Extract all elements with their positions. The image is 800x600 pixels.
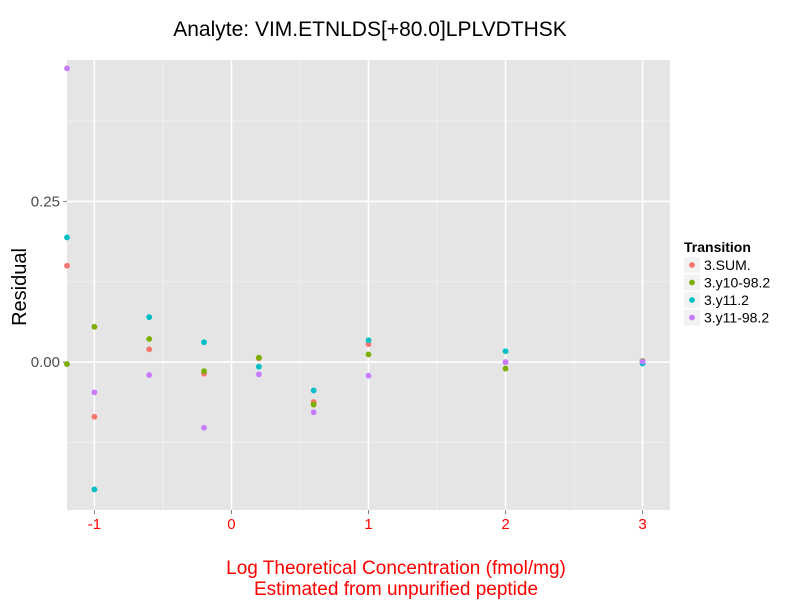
data-point: [64, 262, 70, 269]
data-point: [201, 339, 207, 346]
x-tick-label: 2: [501, 516, 509, 533]
data-point: [91, 323, 98, 330]
x-axis-title-line-2: Estimated from unpurified peptide: [254, 579, 538, 600]
data-point: [255, 371, 262, 378]
legend-label: 3.y10-98.2: [704, 275, 770, 291]
y-tick-label: 0.00: [31, 354, 60, 371]
legend-label: 3.SUM.: [704, 257, 751, 273]
data-point: [146, 372, 153, 378]
y-tick-label: 0.25: [31, 193, 60, 210]
data-point: [365, 351, 372, 358]
x-tick-label: 3: [638, 516, 646, 533]
data-point: [146, 346, 153, 353]
legend-label: 3.y11-98.2: [704, 310, 769, 326]
data-point: [639, 358, 646, 365]
data-point: [502, 359, 509, 366]
x-axis-title-line-1: Log Theoretical Concentration (fmol/mg): [226, 558, 566, 579]
legend-label: 3.y11.2: [704, 292, 749, 308]
data-point: [255, 354, 262, 361]
legend-key-dot: [689, 297, 695, 303]
legend-key-dot: [689, 262, 695, 268]
legend: Transition 3.SUM. 3.y10-98.23.y11.2 3.y11-…: [684, 239, 770, 326]
legend-key-dot: [689, 279, 695, 286]
data-point: [146, 336, 153, 342]
legend-key-dot: [689, 314, 695, 321]
major-gridlines: [67, 60, 670, 510]
data-point: [365, 337, 372, 344]
data-point: [91, 486, 98, 493]
data-point: [201, 368, 207, 375]
data-point: [64, 361, 70, 367]
data-point: [255, 363, 262, 370]
data-points: [64, 65, 646, 493]
data-point: [502, 348, 509, 355]
tick-labels: -1 0 1 2 3 0.00 0.25: [31, 193, 647, 533]
data-point: [91, 413, 98, 420]
data-point: [146, 314, 153, 321]
x-tick-label: 0: [227, 516, 235, 533]
data-point: [310, 409, 317, 416]
data-point: [365, 372, 372, 379]
x-tick-label: -1: [88, 516, 101, 533]
data-point: [310, 387, 317, 394]
data-point: [64, 234, 70, 241]
data-point: [502, 365, 509, 372]
x-tick-label: 1: [364, 516, 372, 533]
data-point: [310, 401, 317, 408]
chart-title: Analyte: VIM.ETNLDS[+80.0]LPLVDTHSK: [173, 18, 567, 41]
data-point: [91, 389, 98, 396]
legend-title: Transition: [684, 239, 751, 255]
y-axis-title: Residual: [9, 248, 31, 326]
data-point: [64, 65, 70, 72]
data-point: [201, 424, 207, 431]
